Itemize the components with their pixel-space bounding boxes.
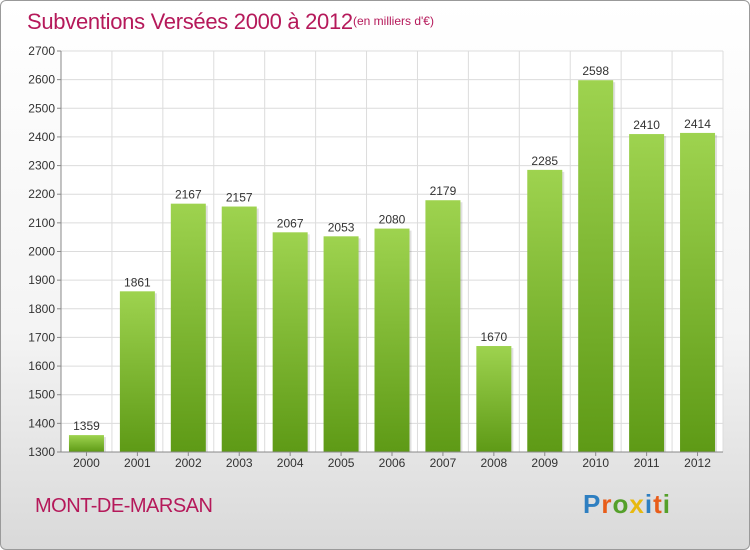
y-tick-label: 2600	[28, 73, 55, 87]
logo-letter: o	[612, 489, 630, 519]
bar	[272, 232, 308, 452]
logo-letter: i	[662, 489, 671, 519]
bar	[527, 169, 563, 452]
bar	[629, 134, 665, 453]
y-tick-label: 1600	[28, 359, 55, 373]
logo-letter: P	[583, 489, 602, 519]
bar-value-label: 2410	[633, 118, 660, 132]
bar	[476, 346, 512, 452]
y-tick-label: 2000	[28, 245, 55, 259]
bar-value-label: 2053	[328, 220, 355, 234]
bar	[221, 206, 257, 452]
bar	[119, 291, 155, 452]
x-tick-label: 2006	[379, 456, 406, 470]
bar	[323, 236, 359, 452]
y-tick-label: 2200	[28, 187, 55, 201]
bar	[170, 203, 206, 452]
x-tick-label: 2011	[634, 456, 660, 470]
x-tick-label: 2005	[328, 456, 355, 470]
x-tick-label: 2004	[277, 456, 304, 470]
city-name: MONT-DE-MARSAN	[35, 495, 213, 517]
y-tick-label: 1400	[28, 416, 55, 430]
x-tick-label: 2000	[73, 456, 100, 470]
logo-letter: x	[629, 489, 645, 519]
bar-value-label: 2598	[582, 64, 609, 78]
bar-value-label: 2167	[175, 188, 202, 202]
bar-value-label: 2414	[684, 117, 711, 131]
y-tick-label: 1500	[28, 388, 55, 402]
chart-title: Subventions Versées 2000 à 2012	[27, 9, 353, 34]
x-tick-label: 2002	[175, 456, 202, 470]
y-tick-label: 2100	[28, 216, 55, 230]
x-tick-label: 2012	[684, 456, 711, 470]
bar	[578, 80, 614, 453]
y-tick-label: 1900	[28, 273, 55, 287]
bar	[374, 228, 410, 452]
bar	[425, 200, 461, 452]
y-tick-label: 1700	[28, 330, 55, 344]
x-tick-label: 2009	[531, 456, 558, 470]
x-tick-label: 2010	[582, 456, 609, 470]
bar-value-label: 1670	[480, 330, 507, 344]
x-tick-label: 2003	[226, 456, 253, 470]
x-tick-label: 2007	[430, 456, 457, 470]
y-tick-label: 2500	[28, 101, 55, 115]
bar-value-label: 2067	[277, 216, 304, 230]
bar-value-label: 2179	[430, 184, 457, 198]
x-tick-label: 2001	[124, 456, 151, 470]
y-tick-label: 1800	[28, 302, 55, 316]
proxiti-logo: Proxiti	[583, 489, 671, 520]
bar-value-label: 1861	[124, 275, 151, 289]
bar-value-label: 2080	[379, 213, 406, 227]
logo-letter: i	[644, 489, 654, 519]
y-tick-label: 2300	[28, 159, 55, 173]
bar-value-label: 1359	[73, 419, 100, 433]
x-tick-label: 2008	[480, 456, 507, 470]
bar-value-label: 2157	[226, 191, 253, 205]
chart-unit-label: (en milliers d'€)	[353, 14, 434, 28]
y-tick-label: 2700	[28, 44, 55, 58]
y-tick-label: 1300	[28, 445, 55, 459]
logo-letter: t	[653, 489, 663, 519]
y-tick-label: 2400	[28, 130, 55, 144]
logo-letter: r	[601, 489, 613, 519]
bar	[680, 132, 716, 452]
bar	[68, 435, 104, 452]
bar-value-label: 2285	[531, 154, 558, 168]
